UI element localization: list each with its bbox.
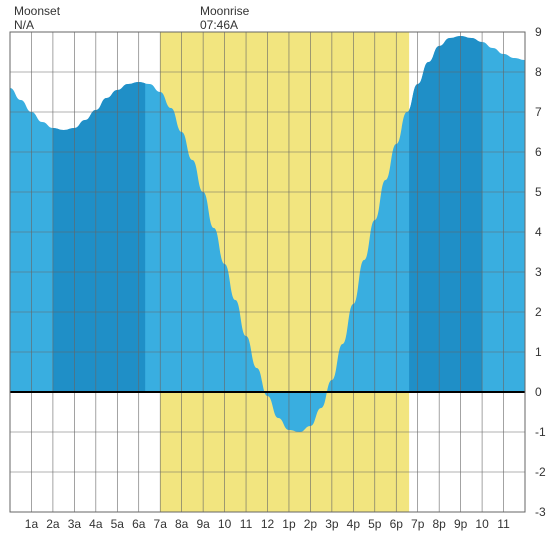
svg-text:9: 9 bbox=[535, 25, 542, 39]
svg-text:1p: 1p bbox=[282, 517, 296, 531]
svg-text:1: 1 bbox=[535, 345, 542, 359]
svg-text:0: 0 bbox=[535, 385, 542, 399]
svg-text:3: 3 bbox=[535, 265, 542, 279]
svg-text:2: 2 bbox=[535, 305, 542, 319]
svg-text:9p: 9p bbox=[454, 517, 468, 531]
svg-text:7a: 7a bbox=[154, 517, 168, 531]
svg-text:4: 4 bbox=[535, 225, 542, 239]
tide-chart: Moonset N/A Moonrise 07:46A 1a2a3a4a5a6a… bbox=[0, 0, 550, 550]
svg-text:8: 8 bbox=[535, 65, 542, 79]
svg-text:8a: 8a bbox=[175, 517, 189, 531]
svg-text:7p: 7p bbox=[411, 517, 425, 531]
svg-text:10: 10 bbox=[218, 517, 232, 531]
svg-text:4p: 4p bbox=[347, 517, 361, 531]
svg-text:10: 10 bbox=[475, 517, 489, 531]
chart-svg: 1a2a3a4a5a6a7a8a9a1011121p2p3p4p5p6p7p8p… bbox=[0, 0, 550, 550]
svg-text:-1: -1 bbox=[535, 425, 546, 439]
svg-text:6p: 6p bbox=[390, 517, 404, 531]
svg-text:-2: -2 bbox=[535, 465, 546, 479]
svg-text:12: 12 bbox=[261, 517, 275, 531]
svg-text:5p: 5p bbox=[368, 517, 382, 531]
svg-text:6a: 6a bbox=[132, 517, 146, 531]
svg-text:2p: 2p bbox=[304, 517, 318, 531]
svg-text:2a: 2a bbox=[46, 517, 60, 531]
svg-text:3a: 3a bbox=[68, 517, 82, 531]
svg-text:1a: 1a bbox=[25, 517, 39, 531]
svg-text:5a: 5a bbox=[111, 517, 125, 531]
svg-text:7: 7 bbox=[535, 105, 542, 119]
svg-text:9a: 9a bbox=[196, 517, 210, 531]
svg-text:4a: 4a bbox=[89, 517, 103, 531]
svg-text:11: 11 bbox=[497, 517, 510, 531]
svg-text:3p: 3p bbox=[325, 517, 339, 531]
svg-text:-3: -3 bbox=[535, 505, 546, 519]
svg-text:11: 11 bbox=[240, 517, 253, 531]
svg-text:5: 5 bbox=[535, 185, 542, 199]
svg-text:6: 6 bbox=[535, 145, 542, 159]
svg-text:8p: 8p bbox=[432, 517, 446, 531]
